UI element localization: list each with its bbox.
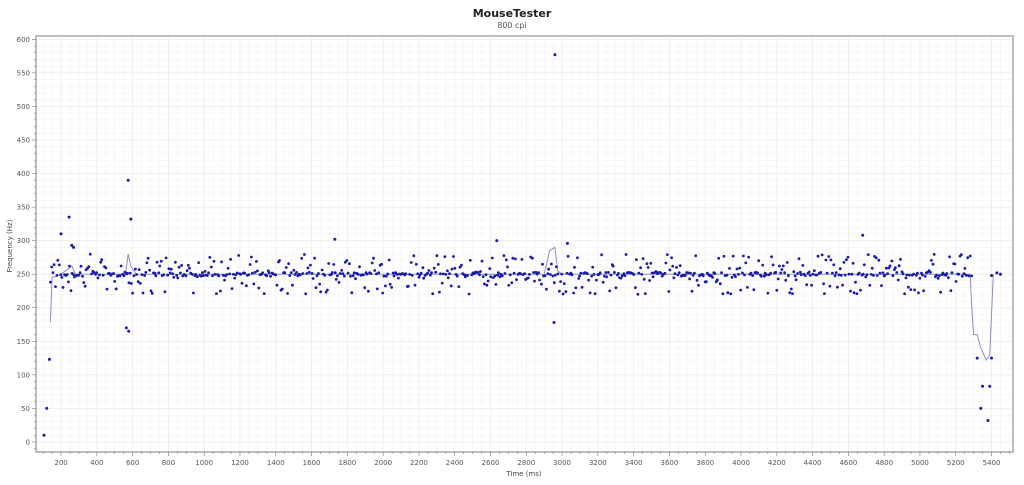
x-tick-label: 2800 bbox=[517, 459, 535, 467]
scatter-points bbox=[42, 53, 1002, 437]
x-tick-label: 3600 bbox=[661, 459, 679, 467]
x-tick-label: 5200 bbox=[947, 459, 965, 467]
y-axis: 0 50 100 150 200 250 300 350 400 450 500 550 600 bbox=[17, 36, 36, 449]
chart-subtitle: 800 cpi bbox=[497, 21, 527, 30]
y-tick-label: 300 bbox=[17, 237, 30, 245]
y-tick-label: 250 bbox=[17, 271, 30, 279]
x-tick-label: 4200 bbox=[768, 459, 786, 467]
x-tick-label: 1000 bbox=[195, 459, 213, 467]
x-tick-label: 600 bbox=[126, 459, 139, 467]
x-axis-label: Time (ms) bbox=[505, 470, 542, 478]
y-tick-label: 350 bbox=[17, 204, 30, 212]
x-tick-label: 2400 bbox=[446, 459, 464, 467]
x-tick-label: 1600 bbox=[303, 459, 321, 467]
x-tick-label: 1800 bbox=[338, 459, 356, 467]
chart-title: MouseTester bbox=[472, 7, 552, 20]
y-tick-label: 550 bbox=[17, 69, 30, 77]
x-tick-label: 3000 bbox=[553, 459, 571, 467]
y-tick-label: 600 bbox=[17, 36, 30, 44]
y-tick-label: 100 bbox=[17, 371, 30, 379]
x-axis: 200 400 600 800 1000 1200 1400 1600 1800 2000 2200… bbox=[42, 452, 1010, 467]
y-tick-label: 500 bbox=[17, 103, 30, 111]
grid-lines bbox=[36, 36, 1013, 452]
x-tick-label: 2000 bbox=[374, 459, 392, 467]
y-tick-label: 50 bbox=[21, 405, 30, 413]
x-tick-label: 4000 bbox=[732, 459, 750, 467]
x-tick-label: 3800 bbox=[696, 459, 714, 467]
y-axis-label: Frequency (Hz) bbox=[6, 219, 14, 272]
plot-frame bbox=[35, 35, 1014, 453]
x-tick-label: 200 bbox=[54, 459, 67, 467]
x-tick-label: 800 bbox=[162, 459, 175, 467]
y-tick-label: 0 bbox=[26, 438, 30, 446]
y-tick-label: 450 bbox=[17, 137, 30, 145]
x-tick-label: 3200 bbox=[589, 459, 607, 467]
x-tick-label: 1200 bbox=[231, 459, 249, 467]
x-tick-label: 400 bbox=[90, 459, 103, 467]
x-tick-label: 4600 bbox=[839, 459, 857, 467]
x-tick-label: 2200 bbox=[410, 459, 428, 467]
x-tick-label: 5400 bbox=[983, 459, 1001, 467]
x-tick-label: 5000 bbox=[911, 459, 929, 467]
smoothed-line bbox=[49, 246, 994, 362]
x-tick-label: 4800 bbox=[875, 459, 893, 467]
x-tick-label: 1400 bbox=[267, 459, 285, 467]
x-tick-label: 2600 bbox=[482, 459, 500, 467]
y-tick-label: 150 bbox=[17, 338, 30, 346]
y-tick-label: 400 bbox=[17, 170, 30, 178]
x-tick-label: 4400 bbox=[804, 459, 822, 467]
x-tick-label: 3400 bbox=[625, 459, 643, 467]
y-tick-label: 200 bbox=[17, 304, 30, 312]
